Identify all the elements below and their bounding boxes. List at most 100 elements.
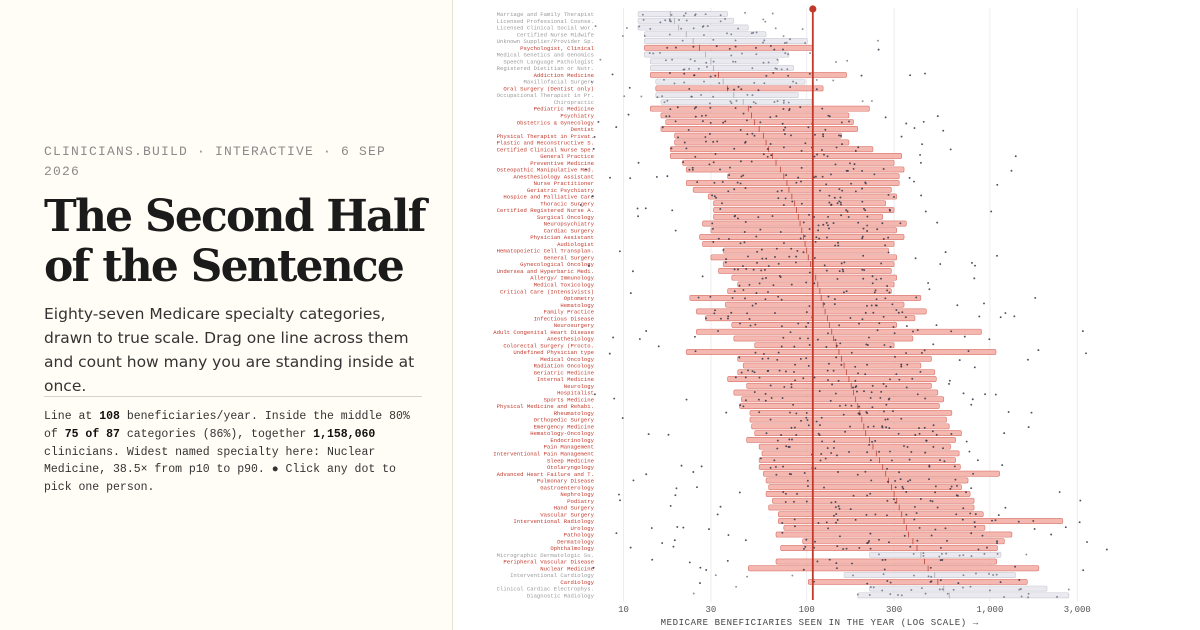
clinician-dot[interactable] [661,542,664,544]
range-bar[interactable] [768,484,962,491]
clinician-dot[interactable] [803,472,806,474]
clinician-dot[interactable] [981,534,984,537]
clinician-dot[interactable] [1037,349,1040,352]
clinician-dot[interactable] [795,181,798,184]
clinician-dot[interactable] [714,574,717,577]
clinician-dot[interactable] [840,214,843,217]
range-bar[interactable] [696,308,927,315]
clinician-dot[interactable] [776,439,779,442]
range-bar[interactable] [655,92,799,99]
clinician-dot[interactable] [772,284,775,287]
clinician-dot[interactable] [753,391,756,394]
clinician-dot[interactable] [739,404,742,407]
range-bar[interactable] [765,491,971,497]
clinician-dot[interactable] [823,302,826,305]
clinician-dot[interactable] [924,72,926,75]
clinician-dot[interactable] [760,248,763,251]
clinician-dot[interactable] [949,148,952,151]
clinician-dot[interactable] [983,302,985,305]
clinician-dot[interactable] [897,593,899,596]
clinician-dot[interactable] [854,190,857,193]
clinician-dot[interactable] [828,201,831,204]
clinician-dot[interactable] [744,297,746,300]
clinician-dot[interactable] [970,403,973,406]
clinician-dot[interactable] [832,222,835,225]
range-bar[interactable] [783,524,986,531]
clinician-dot[interactable] [1025,553,1028,556]
clinician-dot[interactable] [728,174,731,177]
clinician-dot[interactable] [882,410,885,413]
clinician-dot[interactable] [842,270,845,273]
range-bar[interactable] [649,65,795,71]
clinician-dot[interactable] [621,35,624,37]
clinician-dot[interactable] [725,411,728,414]
range-bar[interactable] [699,234,905,240]
range-bar[interactable] [775,558,998,565]
clinician-dot[interactable] [804,142,807,145]
clinician-dot[interactable] [832,446,835,449]
clinician-dot[interactable] [1081,330,1084,333]
clinician-dot[interactable] [726,87,729,90]
clinician-dot[interactable] [831,383,834,386]
clinician-dot[interactable] [702,34,705,36]
clinician-dot[interactable] [756,250,759,253]
clinician-dot[interactable] [920,587,923,590]
clinician-dot[interactable] [822,223,825,226]
clinician-dot[interactable] [785,174,788,177]
clinician-dot[interactable] [920,351,923,354]
clinician-dot[interactable] [869,586,872,589]
clinician-dot[interactable] [781,521,784,524]
clinician-dot[interactable] [824,128,827,131]
clinician-dot[interactable] [587,264,590,267]
range-bar[interactable] [727,376,937,382]
clinician-dot[interactable] [669,108,672,111]
clinician-dot[interactable] [845,290,848,293]
clinician-dot[interactable] [876,228,879,231]
clinician-dot[interactable] [742,289,745,291]
clinician-dot[interactable] [719,317,722,320]
clinician-dot[interactable] [761,357,764,360]
clinician-dot[interactable] [867,541,870,544]
clinician-dot[interactable] [886,289,889,292]
clinician-dot[interactable] [856,593,859,596]
clinician-dot[interactable] [866,215,869,218]
clinician-dot[interactable] [740,371,743,374]
clinician-dot[interactable] [782,99,785,102]
clinician-dot[interactable] [957,582,960,585]
clinician-dot[interactable] [915,296,918,299]
clinician-dot[interactable] [829,173,832,176]
clinician-dot[interactable] [719,20,722,23]
clinician-dot[interactable] [934,485,937,488]
clinician-dot[interactable] [696,181,699,184]
clinician-dot[interactable] [805,416,808,419]
clinician-dot[interactable] [739,182,742,185]
clinician-dot[interactable] [893,195,895,198]
clinician-dot[interactable] [905,513,908,516]
clinician-dot[interactable] [988,589,991,592]
clinician-dot[interactable] [814,467,817,470]
clinician-dot[interactable] [827,332,829,335]
clinician-dot[interactable] [708,528,710,531]
clinician-dot[interactable] [861,318,864,321]
clinician-dot[interactable] [872,425,875,428]
clinician-dot[interactable] [782,35,785,38]
clinician-dot[interactable] [816,153,819,156]
clinician-dot[interactable] [739,160,742,163]
clinician-dot[interactable] [909,545,912,548]
clinician-dot[interactable] [780,298,783,301]
clinician-dot[interactable] [988,572,990,575]
clinician-dot[interactable] [757,89,760,92]
clinician-dot[interactable] [839,342,842,345]
clinician-dot[interactable] [790,426,793,429]
clinician-dot[interactable] [752,101,755,104]
clinician-dot[interactable] [793,370,795,373]
clinician-dot[interactable] [958,554,961,557]
clinician-dot[interactable] [715,196,717,199]
range-bar[interactable] [644,31,767,38]
clinician-dot[interactable] [826,447,829,450]
clinician-dot[interactable] [779,230,782,233]
clinician-dot[interactable] [656,96,659,99]
clinician-dot[interactable] [674,120,677,123]
clinician-dot[interactable] [863,390,865,393]
clinician-dot[interactable] [807,424,810,427]
